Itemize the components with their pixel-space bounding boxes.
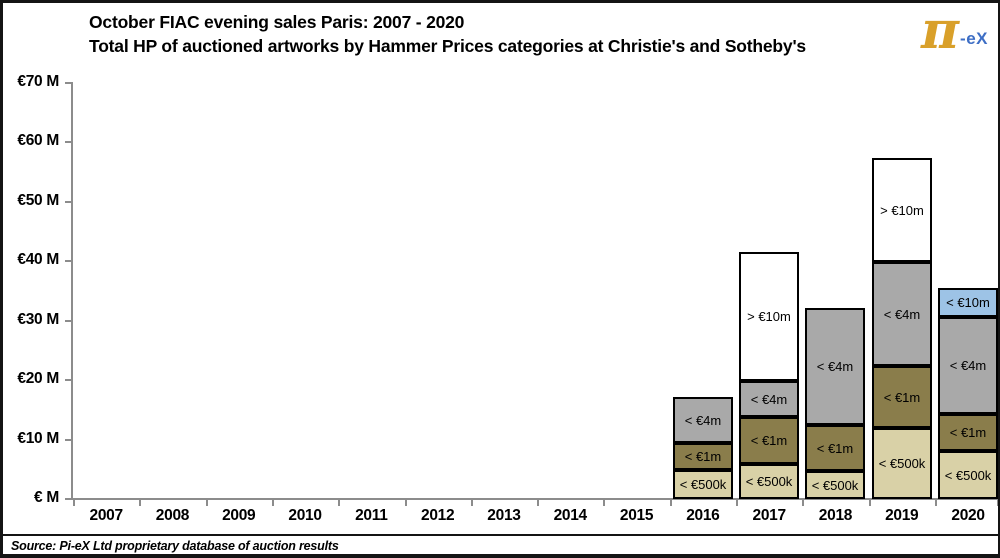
bar-segment: < €1m — [938, 414, 998, 451]
x-axis-label: 2009 — [222, 507, 256, 524]
x-tick — [934, 499, 937, 506]
bar-segment-label: < €500k — [878, 456, 926, 471]
bar-segment-label: < €500k — [679, 477, 727, 492]
bar-segment: < €500k — [805, 471, 865, 499]
y-tick — [65, 438, 72, 441]
x-tick — [603, 499, 606, 506]
bar-segment-label: < €10m — [946, 295, 990, 310]
x-tick — [338, 499, 341, 506]
y-tick — [65, 498, 72, 500]
x-axis-label: 2018 — [818, 507, 853, 524]
x-tick — [271, 499, 274, 506]
bar-segment: < €4m — [805, 308, 865, 425]
y-axis-label: €60 M — [17, 132, 59, 149]
bar-segment: < €1m — [673, 443, 733, 470]
bar-segment-label: < €4m — [883, 306, 921, 322]
y-axis-label: €50 M — [17, 191, 59, 209]
chart-subtitle: Total HP of auctioned artworks by Hammer… — [89, 36, 806, 56]
chart-title: October FIAC evening sales Paris: 2007 -… — [89, 12, 465, 32]
footer-divider — [3, 534, 998, 536]
y-axis-label: €40 M — [17, 251, 59, 268]
logo-suffix: -eX — [960, 29, 988, 48]
y-tick — [65, 379, 72, 381]
y-axis-line — [71, 82, 73, 499]
x-tick — [139, 499, 142, 506]
bar-segment-label: < €4m — [750, 391, 788, 407]
x-axis-label: 2008 — [155, 507, 190, 524]
bar-segment: < €500k — [739, 464, 799, 499]
x-axis-line — [65, 498, 998, 500]
x-axis-label: 2010 — [288, 507, 322, 524]
source-note: Source: Pi-eX Ltd proprietary database o… — [11, 539, 339, 553]
bar-segment-label: < €1m — [684, 449, 722, 464]
x-tick — [205, 499, 208, 506]
plot-area: € M €10 M €20 M €30 M €40 M €50 M €60 M €70 M 20… — [3, 3, 998, 554]
bar-segment-label: < €500k — [811, 477, 859, 493]
x-axis-label: 2020 — [951, 507, 985, 524]
x-tick — [802, 499, 805, 506]
bar-segment: < €1m — [872, 366, 932, 428]
x-tick — [537, 499, 540, 506]
pi-logo-icon: π — [920, 0, 960, 61]
y-tick — [65, 319, 72, 322]
y-tick — [65, 200, 72, 203]
bar-segment-label: < €500k — [745, 474, 793, 489]
bar-segment-label: < €4m — [684, 412, 722, 428]
y-tick — [65, 260, 72, 262]
bar-segment: < €4m — [872, 262, 932, 366]
piex-logo: π -eX — [921, 5, 988, 57]
bar-segment-label: < €1m — [883, 389, 921, 405]
bar-segment-label: < €1m — [816, 440, 854, 456]
bar-segment-label: > €10m — [747, 309, 791, 324]
x-tick — [470, 499, 473, 506]
x-tick — [736, 499, 738, 506]
x-axis-label: 2014 — [553, 507, 588, 524]
bar-segment: < €4m — [739, 381, 799, 417]
bar-segment-label: > €10m — [880, 202, 924, 218]
bar-segment-label: < €1m — [750, 433, 788, 448]
bar-segment: < €4m — [938, 317, 998, 414]
bar-segment-label: < €500k — [944, 467, 992, 483]
bar-segment: < €10m — [938, 288, 998, 317]
bar-segment-label: < €4m — [816, 359, 854, 374]
x-tick — [997, 499, 998, 506]
y-axis-label: € M — [34, 489, 59, 506]
y-axis-label: €20 M — [17, 370, 59, 387]
x-tick — [73, 499, 75, 506]
x-tick — [404, 499, 407, 506]
bar-segment: < €500k — [938, 451, 998, 499]
x-axis-label: 2015 — [619, 507, 654, 524]
bar-segment-label: < €4m — [949, 358, 987, 373]
x-tick — [868, 499, 871, 506]
bar-segment: < €500k — [673, 470, 733, 499]
x-axis-label: 2011 — [355, 507, 388, 524]
y-axis-label: €30 M — [17, 310, 59, 328]
y-tick — [65, 141, 72, 143]
bar-segment: > €10m — [739, 252, 799, 381]
x-tick — [669, 499, 672, 506]
bar-segment-label: < €1m — [949, 425, 987, 440]
x-axis-label: 2016 — [686, 507, 720, 524]
chart-title-block: October FIAC evening sales Paris: 2007 -… — [89, 10, 806, 58]
x-axis-label: 2012 — [421, 507, 455, 524]
x-axis-label: 2013 — [487, 507, 521, 524]
y-axis-label: €70 M — [17, 72, 59, 90]
y-tick — [65, 81, 72, 84]
bar-segment: < €1m — [739, 417, 799, 464]
bar-segment: > €10m — [872, 158, 932, 262]
y-axis-label: €10 M — [17, 429, 59, 447]
x-axis-label: 2019 — [885, 507, 919, 524]
bar-segment: < €4m — [673, 397, 733, 443]
bar-segment: < €500k — [872, 428, 932, 499]
bar-segment: < €1m — [805, 425, 865, 471]
x-axis-label: 2017 — [752, 507, 787, 524]
x-axis-label: 2007 — [89, 507, 124, 524]
